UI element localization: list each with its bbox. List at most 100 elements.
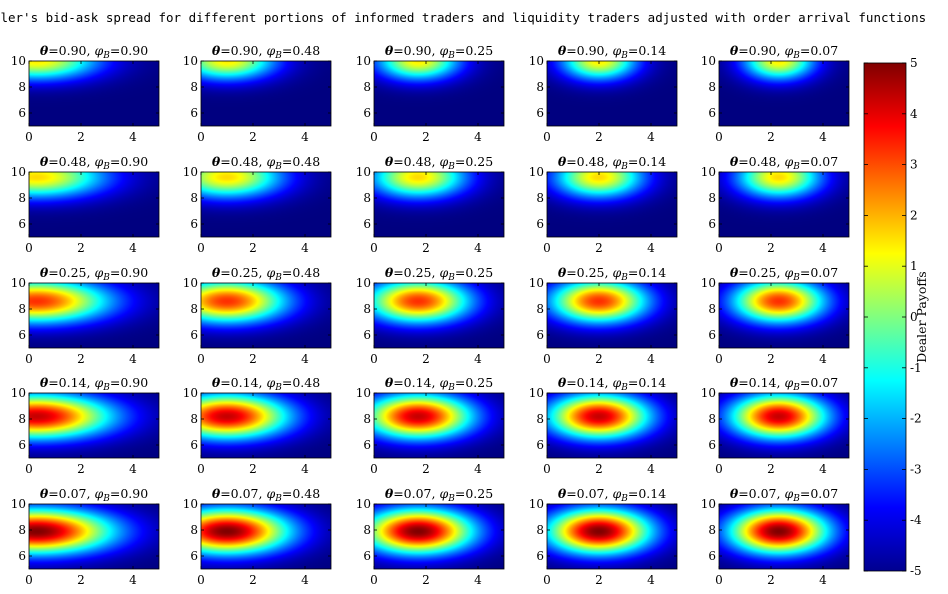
x-tick-label: 2 (595, 130, 603, 144)
colorbar: 5 4 3 2 1 0 -1 -2 -3 -4 -5 Dealer Payoffs (863, 56, 929, 578)
x-tick-label: 2 (77, 352, 85, 366)
heatmap-image (547, 393, 677, 458)
heatmap-panel: θ=0.25, φB=0.07 0 2 4 10 8 6 (701, 265, 850, 366)
y-tick-label: 6 (536, 328, 544, 342)
panel-title: θ=0.48, φB=0.48 (212, 154, 320, 172)
y-tick-label: 6 (708, 106, 716, 120)
x-tick-label: 2 (422, 130, 430, 144)
colorbar-tick-label: 2 (910, 208, 918, 222)
x-tick-label: 0 (543, 241, 551, 255)
panel-title: θ=0.14, φB=0.25 (385, 375, 493, 393)
x-tick-label: 0 (543, 462, 551, 476)
heatmap-image (547, 172, 677, 237)
heatmap-panel: θ=0.90, φB=0.90 0 2 4 10 8 6 (11, 43, 160, 144)
colorbar-tick-label: -2 (910, 412, 922, 426)
x-tick-label: 0 (715, 462, 723, 476)
x-tick-label: 2 (249, 352, 257, 366)
x-tick-label: 0 (25, 241, 33, 255)
panel-title: θ=0.07, φB=0.07 (730, 486, 838, 504)
x-tick-label: 4 (819, 241, 827, 255)
x-tick-label: 4 (301, 573, 309, 587)
y-tick-label: 10 (183, 497, 198, 511)
panel-frame (28, 171, 160, 238)
y-tick-label: 8 (536, 80, 544, 94)
x-tick-label: 2 (77, 573, 85, 587)
heatmap-panel: θ=0.25, φB=0.14 0 2 4 10 8 6 (529, 265, 678, 366)
heatmap-image (29, 504, 159, 569)
y-tick-label: 8 (363, 80, 371, 94)
panel-title: θ=0.25, φB=0.48 (212, 265, 320, 283)
y-tick-label: 10 (529, 276, 544, 290)
x-tick-label: 4 (474, 352, 482, 366)
y-tick-label: 8 (18, 412, 26, 426)
heatmap-image (29, 172, 159, 237)
x-tick-label: 4 (129, 352, 137, 366)
x-tick-label: 0 (197, 130, 205, 144)
y-tick-label: 8 (363, 191, 371, 205)
panel-frame (200, 282, 332, 349)
y-tick-label: 6 (536, 106, 544, 120)
heatmap-panel: θ=0.48, φB=0.48 0 2 4 10 8 6 (183, 154, 332, 255)
x-tick-label: 0 (370, 462, 378, 476)
colorbar-tick-label: -5 (910, 564, 922, 578)
y-tick-label: 10 (183, 276, 198, 290)
heatmap-panel: θ=0.07, φB=0.25 0 2 4 10 8 6 (356, 486, 505, 587)
y-tick-label: 6 (363, 106, 371, 120)
y-tick-label: 6 (190, 328, 198, 342)
colorbar-tick-label: -1 (910, 361, 922, 375)
x-tick-label: 0 (25, 130, 33, 144)
y-tick-label: 6 (190, 549, 198, 563)
x-tick-label: 0 (543, 130, 551, 144)
x-tick-label: 4 (819, 462, 827, 476)
panel-frame (546, 392, 678, 459)
x-tick-label: 2 (249, 241, 257, 255)
colorbar-label: Dealer Payoffs (914, 271, 929, 362)
heatmap-panel: θ=0.48, φB=0.90 0 2 4 10 8 6 (11, 154, 160, 255)
y-tick-label: 6 (708, 217, 716, 231)
x-tick-label: 0 (715, 573, 723, 587)
y-tick-label: 8 (363, 412, 371, 426)
panel-title: θ=0.90, φB=0.48 (212, 43, 320, 61)
heatmap-image (547, 61, 677, 126)
x-tick-label: 4 (647, 241, 655, 255)
y-tick-label: 8 (708, 191, 716, 205)
heatmap-image (547, 504, 677, 569)
heatmap-panel: θ=0.90, φB=0.14 0 2 4 10 8 6 (529, 43, 678, 144)
panel-title: θ=0.48, φB=0.90 (40, 154, 148, 172)
heatmap-image (29, 61, 159, 126)
panel-title: θ=0.25, φB=0.90 (40, 265, 148, 283)
panel-frame (373, 282, 505, 349)
heatmap-image (374, 283, 504, 348)
x-tick-label: 0 (197, 352, 205, 366)
y-tick-label: 6 (190, 217, 198, 231)
y-tick-label: 10 (529, 497, 544, 511)
y-tick-label: 8 (18, 523, 26, 537)
heatmap-panel: θ=0.07, φB=0.90 0 2 4 10 8 6 (11, 486, 160, 587)
x-tick-label: 4 (129, 573, 137, 587)
x-tick-label: 2 (767, 352, 775, 366)
x-tick-label: 0 (197, 462, 205, 476)
heatmap-image (374, 393, 504, 458)
panel-title: θ=0.07, φB=0.48 (212, 486, 320, 504)
heatmap-panel: θ=0.07, φB=0.14 0 2 4 10 8 6 (529, 486, 678, 587)
y-tick-label: 10 (701, 497, 716, 511)
colorbar-tick-label: -3 (910, 462, 922, 476)
x-tick-label: 2 (422, 352, 430, 366)
x-tick-label: 4 (474, 241, 482, 255)
panel-frame (373, 60, 505, 127)
x-tick-label: 4 (129, 241, 137, 255)
panel-title: θ=0.14, φB=0.07 (730, 375, 838, 393)
panel-frame (718, 503, 850, 570)
x-tick-label: 0 (370, 352, 378, 366)
panel-frame (373, 392, 505, 459)
heatmap-image (201, 504, 331, 569)
x-tick-label: 0 (370, 573, 378, 587)
heatmap-panel: θ=0.14, φB=0.48 0 2 4 10 8 6 (183, 375, 332, 476)
y-tick-label: 8 (190, 302, 198, 316)
panel-title: θ=0.07, φB=0.14 (558, 486, 666, 504)
heatmap-panel: θ=0.48, φB=0.07 0 2 4 10 8 6 (701, 154, 850, 255)
y-tick-label: 8 (190, 412, 198, 426)
panel-frame (200, 503, 332, 570)
panel-title: θ=0.14, φB=0.48 (212, 375, 320, 393)
panel-title: θ=0.25, φB=0.07 (730, 265, 838, 283)
